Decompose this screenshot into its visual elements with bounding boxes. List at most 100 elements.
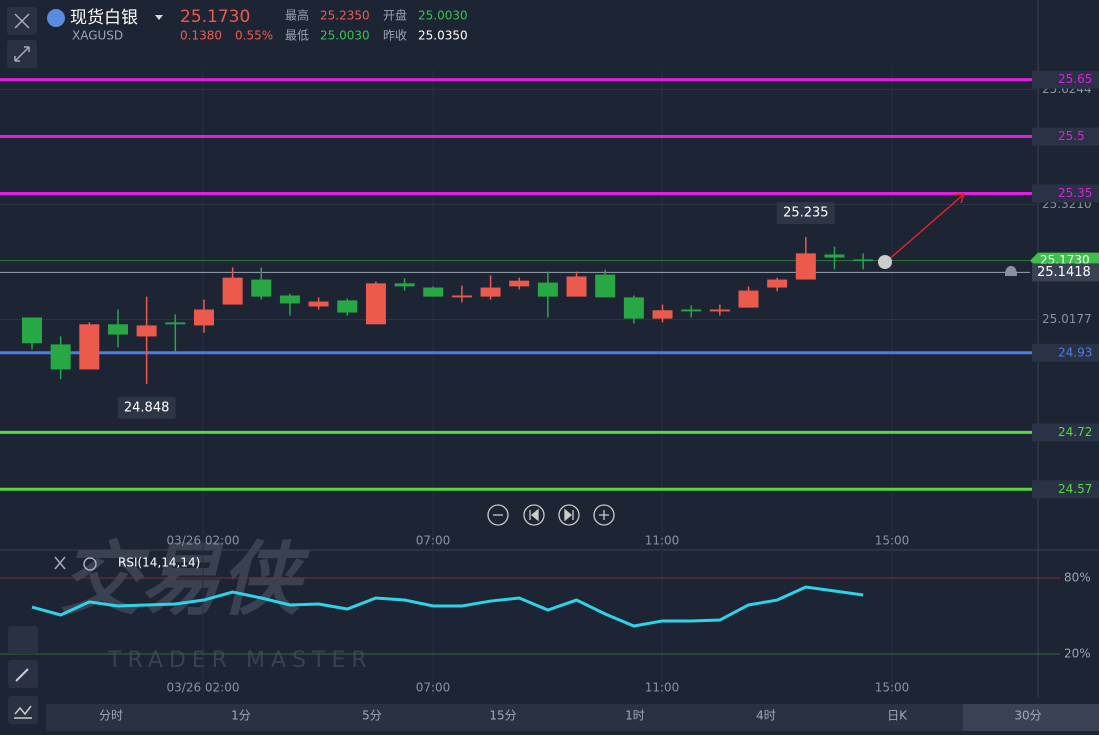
- zoom-out[interactable]: [487, 504, 509, 526]
- trend-arrow: [885, 193, 965, 263]
- level-label: 24.93: [1058, 345, 1092, 359]
- tab[interactable]: 1时: [625, 709, 645, 723]
- level-label: 24.57: [1058, 482, 1092, 496]
- prev-close: 25.0350: [418, 29, 468, 43]
- low-label: 最低: [285, 29, 309, 43]
- extreme-tag: [776, 202, 835, 225]
- candle-body: [365, 283, 386, 325]
- nav-buttons: [487, 504, 615, 526]
- symbol-icon: [47, 9, 65, 27]
- close-icon: [14, 13, 30, 29]
- level-tag: [1032, 423, 1099, 442]
- candle-body: [165, 322, 186, 325]
- low: 25.0030: [320, 29, 370, 43]
- change: 0.1380: [180, 29, 222, 43]
- candle-body: [480, 287, 501, 297]
- rsi-line: [31, 585, 864, 628]
- candle-body: [337, 300, 358, 313]
- prev-close-label: 昨收: [383, 29, 407, 43]
- time-label: 03/26 02:00: [167, 534, 240, 548]
- alert-bell[interactable]: [1005, 266, 1017, 276]
- tab[interactable]: 15分: [489, 709, 516, 723]
- candle-body: [107, 324, 128, 335]
- candle-body: [136, 325, 157, 337]
- level-tag: [1032, 480, 1099, 499]
- candle-body: [853, 259, 874, 261]
- rsi-label: RSI(14,14,14): [118, 556, 200, 570]
- time-label: 11:00: [645, 681, 680, 695]
- time-label: 11:00: [645, 534, 680, 548]
- rsi-level-label: 20%: [1064, 647, 1091, 661]
- cursor-tag: [1032, 263, 1099, 282]
- zoom-in[interactable]: [593, 504, 615, 526]
- level-tag: [1032, 127, 1099, 146]
- shrink-icon: [14, 46, 30, 62]
- candle-body: [423, 287, 444, 297]
- candle-body: [79, 324, 100, 370]
- extreme-tag: [117, 396, 176, 419]
- tab[interactable]: 5分: [362, 709, 382, 723]
- candle-body: [50, 344, 71, 370]
- level-label: 24.72: [1058, 425, 1092, 439]
- candle-body: [537, 282, 558, 297]
- candle-body: [566, 276, 587, 297]
- candle-body: [394, 283, 415, 287]
- tab-selected-bg: [963, 704, 1099, 731]
- candle-body: [22, 317, 42, 344]
- candle-body: [767, 279, 788, 288]
- price: 25.1730: [180, 7, 250, 27]
- extreme-label: 25.235: [783, 206, 829, 221]
- level-tag: [1032, 343, 1099, 362]
- info-icon[interactable]: [878, 255, 892, 269]
- tab-bar: [46, 704, 1099, 731]
- time-label: 15:00: [875, 681, 910, 695]
- watermark-subtitle: TRADER MASTER: [107, 648, 373, 673]
- time-label: 03/26 02:00: [167, 681, 240, 695]
- candle-body: [451, 295, 472, 298]
- level-label: 25.5: [1058, 129, 1085, 143]
- candle-body: [193, 309, 214, 326]
- tab[interactable]: 4时: [756, 709, 776, 723]
- candle-body: [251, 279, 272, 297]
- candle-tool[interactable]: [8, 626, 38, 654]
- change-pct: 0.55%: [235, 29, 273, 43]
- extreme-label: 24.848: [124, 400, 170, 415]
- open-label: 开盘: [383, 8, 407, 23]
- time-label: 15:00: [875, 534, 910, 548]
- rsi-level-label: 80%: [1064, 570, 1091, 584]
- candle-body: [652, 310, 673, 319]
- symbol-name[interactable]: 现货白银: [70, 8, 138, 28]
- tab[interactable]: 30分: [1014, 709, 1041, 723]
- candle-body: [824, 254, 845, 258]
- cursor-label: 25.1418: [1037, 265, 1091, 280]
- tab[interactable]: 1分: [231, 709, 251, 723]
- symbol-code: XAGUSD: [72, 29, 123, 43]
- left-toolbar: [8, 626, 38, 724]
- tab[interactable]: 日K: [887, 709, 908, 723]
- tab[interactable]: 分时: [99, 709, 123, 723]
- time-label: 07:00: [416, 534, 451, 548]
- rsi-settings[interactable]: [83, 557, 97, 571]
- candle-body: [222, 277, 243, 305]
- high: 25.2350: [320, 9, 370, 23]
- last[interactable]: [558, 504, 580, 526]
- level-label: 25.35: [1058, 186, 1092, 200]
- high-label: 最高: [285, 8, 309, 23]
- first[interactable]: [523, 504, 545, 526]
- level-tag: [1032, 70, 1099, 89]
- indicator-tool[interactable]: [8, 696, 38, 724]
- level-label: 25.65: [1058, 72, 1092, 86]
- candle-body: [595, 274, 616, 298]
- candle-body: [738, 290, 759, 308]
- candle-body: [279, 295, 300, 304]
- candle-body: [795, 253, 816, 280]
- dropdown-arrow[interactable]: [155, 15, 163, 20]
- candle-body: [709, 309, 730, 312]
- candle-body: [308, 301, 329, 307]
- candle-body: [681, 309, 702, 312]
- rsi-close[interactable]: [54, 556, 66, 570]
- watermark-title: 交易侠: [60, 533, 311, 626]
- candle-body: [509, 280, 530, 287]
